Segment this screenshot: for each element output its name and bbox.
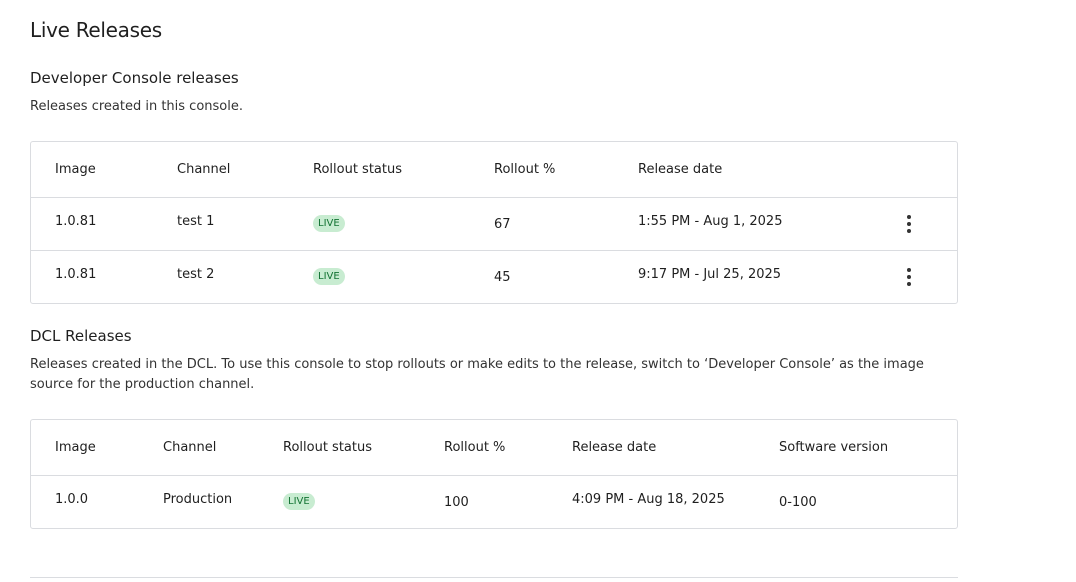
table-row: 1.0.0 Production LIVE 100 4:09 PM - Aug … <box>31 476 957 528</box>
table-header: Image Channel Rollout status Rollout % R… <box>31 420 957 476</box>
channel-cell: test 2 <box>177 267 215 282</box>
date-cell: 4:09 PM - Aug 18, 2025 <box>572 492 725 507</box>
col-image: Image <box>55 162 96 177</box>
dcl-releases-table: Image Channel Rollout status Rollout % R… <box>30 419 958 529</box>
channel-cell: Production <box>163 492 233 507</box>
software-version-cell: 0-100 <box>779 495 817 510</box>
channel-cell: test 1 <box>177 214 215 229</box>
col-rollout-percent: Rollout % <box>494 162 556 177</box>
table-row: 1.0.81 test 1 LIVE 67 1:55 PM - Aug 1, 2… <box>31 198 957 251</box>
status-badge: LIVE <box>313 215 345 232</box>
col-rollout-status: Rollout status <box>283 440 372 455</box>
table-row: 1.0.81 test 2 LIVE 45 9:17 PM - Jul 25, … <box>31 251 957 303</box>
col-image: Image <box>55 440 96 455</box>
col-rollout-percent: Rollout % <box>444 440 506 455</box>
col-release-date: Release date <box>638 162 723 177</box>
dcl-heading: DCL Releases <box>30 327 132 345</box>
image-cell: 1.0.81 <box>55 214 97 229</box>
rollout-cell: 67 <box>494 217 511 232</box>
dev-heading: Developer Console releases <box>30 69 239 87</box>
col-software-version: Software version <box>779 440 889 455</box>
image-cell: 1.0.81 <box>55 267 97 282</box>
col-rollout-status: Rollout status <box>313 162 402 177</box>
dev-releases-table: Image Channel Rollout status Rollout % R… <box>30 141 958 304</box>
col-channel: Channel <box>163 440 217 455</box>
status-badge: LIVE <box>313 268 345 285</box>
col-channel: Channel <box>177 162 231 177</box>
more-vert-icon[interactable] <box>903 214 915 234</box>
page-title: Live Releases <box>30 18 162 42</box>
image-cell: 1.0.0 <box>55 492 89 507</box>
table-header: Image Channel Rollout status Rollout % R… <box>31 142 957 198</box>
rollout-cell: 100 <box>444 495 469 510</box>
more-vert-icon[interactable] <box>903 267 915 287</box>
divider <box>30 577 958 578</box>
date-cell: 1:55 PM - Aug 1, 2025 <box>638 214 783 229</box>
date-cell: 9:17 PM - Jul 25, 2025 <box>638 267 782 282</box>
dev-description: Releases created in this console. <box>30 99 243 114</box>
status-badge: LIVE <box>283 493 315 510</box>
dcl-description: Releases created in the DCL. To use this… <box>30 357 924 392</box>
col-release-date: Release date <box>572 440 657 455</box>
rollout-cell: 45 <box>494 270 511 285</box>
